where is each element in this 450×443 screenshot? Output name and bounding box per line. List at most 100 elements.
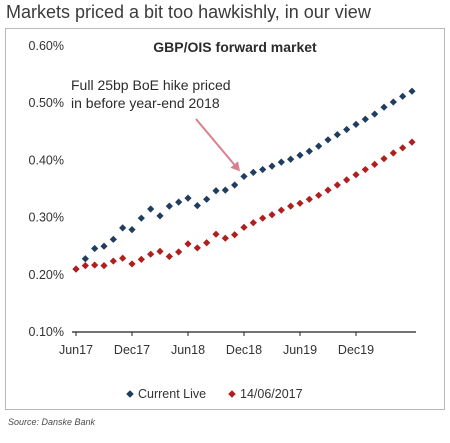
current-live-point <box>193 201 201 210</box>
legend-marker-14-06-2017-icon <box>228 390 236 398</box>
jun-14-2017-point <box>119 254 127 262</box>
current-live-point <box>203 195 211 203</box>
jun-14-2017-point <box>147 250 155 258</box>
x-axis: Jun17 Dec17 Jun18 Dec18 Jun19 Dec19 <box>59 331 416 357</box>
jun-14-2017-point <box>361 165 369 174</box>
annotation-arrowhead-icon <box>230 161 240 172</box>
current-live-point <box>221 186 229 194</box>
jun-14-2017-point <box>175 248 183 256</box>
current-live-point <box>399 92 407 100</box>
x-tick-label: Jun17 <box>59 343 93 357</box>
jun-14-2017-point <box>240 223 248 231</box>
current-live-point <box>119 224 127 232</box>
annotation-arrow <box>195 118 235 166</box>
current-live-point <box>315 142 323 150</box>
current-live-point <box>389 98 397 106</box>
y-axis-tick-labels: 0.60% 0.50% 0.40% 0.30% 0.20% 0.10% <box>29 39 64 339</box>
y-tick-label: 0.20% <box>29 268 64 282</box>
current-live-point <box>128 226 136 234</box>
jun-14-2017-point <box>231 231 239 239</box>
current-live-point <box>212 187 220 195</box>
jun-14-2017-point <box>221 234 229 242</box>
legend: Current Live 14/06/2017 <box>126 387 303 401</box>
legend-label-14-06-2017: 14/06/2017 <box>240 387 303 401</box>
jun-14-2017-point <box>389 149 397 157</box>
jun-14-2017-point <box>380 155 388 163</box>
jun-14-2017-point <box>137 255 145 263</box>
current-live-point <box>408 87 416 95</box>
jun-14-2017-point <box>333 181 341 189</box>
jun-14-2017-point <box>296 199 304 207</box>
jun-14-2017-point <box>184 240 192 248</box>
current-live-point <box>147 205 155 213</box>
current-live-point <box>380 103 388 111</box>
jun-14-2017-point <box>343 176 351 184</box>
x-tick-label: Dec19 <box>338 343 374 357</box>
current-live-point <box>175 198 183 206</box>
jun-14-2017-point <box>259 214 267 222</box>
annotation-line-1: Full 25bp BoE hike priced <box>71 77 231 93</box>
current-live-point <box>91 244 99 253</box>
legend-label-current-live: Current Live <box>138 387 206 401</box>
current-live-point <box>296 151 304 159</box>
source-note: Source: Danske Bank <box>8 417 96 427</box>
x-tick-label: Dec17 <box>114 343 150 357</box>
jun-14-2017-point <box>212 230 220 238</box>
current-live-point <box>165 202 173 210</box>
jun-14-2017-point <box>268 211 276 219</box>
current-live-point <box>184 194 192 202</box>
jun-14-2017-point <box>408 138 416 146</box>
current-live-point <box>277 158 285 166</box>
current-live-point <box>352 120 360 128</box>
legend-marker-current-live-icon <box>126 390 134 398</box>
annotation-line-2: in before year-end 2018 <box>71 95 220 111</box>
jun-14-2017-point <box>109 257 117 265</box>
current-live-point <box>137 214 145 222</box>
jun-14-2017-point <box>81 262 89 270</box>
y-tick-label: 0.10% <box>29 325 64 339</box>
jun-14-2017-point <box>287 202 295 210</box>
x-tick-label: Dec18 <box>226 343 262 357</box>
y-tick-label: 0.40% <box>29 153 64 167</box>
current-live-point <box>333 131 341 139</box>
current-live-point <box>240 172 248 181</box>
jun-14-2017-point <box>277 206 285 214</box>
data-points <box>72 87 416 273</box>
jun-14-2017-point <box>72 265 80 273</box>
page-title: Markets priced a bit too hawkishly, in o… <box>6 2 371 22</box>
x-tick-label: Jun19 <box>283 343 317 357</box>
jun-14-2017-point <box>249 219 257 227</box>
current-live-point <box>81 255 89 263</box>
jun-14-2017-point <box>193 244 201 252</box>
jun-14-2017-point <box>324 186 332 194</box>
current-live-point <box>287 155 295 163</box>
jun-14-2017-point <box>203 239 211 247</box>
chart-title: GBP/OIS forward market <box>153 39 317 55</box>
jun-14-2017-point <box>315 191 323 199</box>
current-live-point <box>305 147 313 155</box>
current-live-point <box>343 125 351 134</box>
y-tick-label: 0.60% <box>29 39 64 53</box>
jun-14-2017-point <box>371 160 379 169</box>
current-live-point <box>100 242 108 250</box>
y-tick-label: 0.50% <box>29 96 64 110</box>
jun-14-2017-point <box>399 144 407 152</box>
jun-14-2017-point <box>352 171 360 179</box>
x-tick-label: Jun18 <box>171 343 205 357</box>
current-live-point <box>249 168 257 177</box>
jun-14-2017-point <box>100 262 108 270</box>
chart-frame <box>5 28 445 410</box>
current-live-point <box>324 136 332 144</box>
jun-14-2017-point <box>128 260 136 268</box>
current-live-point <box>109 235 117 243</box>
jun-14-2017-point <box>156 247 164 255</box>
y-tick-label: 0.30% <box>29 211 64 225</box>
current-live-point <box>231 181 239 189</box>
jun-14-2017-point <box>91 261 99 269</box>
current-live-point <box>268 162 276 170</box>
annotation: Full 25bp BoE hike priced in before year… <box>71 77 240 172</box>
current-live-point <box>259 165 267 174</box>
jun-14-2017-point <box>305 195 313 203</box>
current-live-point <box>361 115 369 123</box>
